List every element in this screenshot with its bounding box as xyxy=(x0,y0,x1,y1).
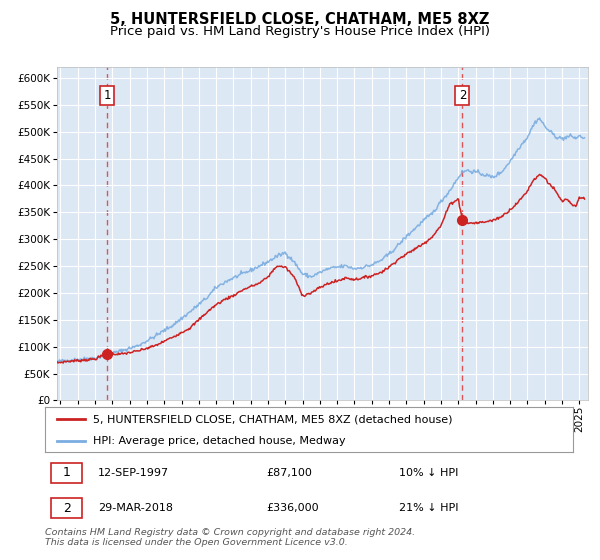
FancyBboxPatch shape xyxy=(52,463,82,483)
Text: 5, HUNTERSFIELD CLOSE, CHATHAM, ME5 8XZ: 5, HUNTERSFIELD CLOSE, CHATHAM, ME5 8XZ xyxy=(110,12,490,27)
Text: 10% ↓ HPI: 10% ↓ HPI xyxy=(399,468,458,478)
Text: 2: 2 xyxy=(63,502,71,515)
Text: 12-SEP-1997: 12-SEP-1997 xyxy=(98,468,169,478)
Text: £336,000: £336,000 xyxy=(267,503,319,514)
Text: 1: 1 xyxy=(63,466,71,479)
FancyBboxPatch shape xyxy=(52,498,82,519)
Text: 1: 1 xyxy=(104,89,111,102)
Text: Price paid vs. HM Land Registry's House Price Index (HPI): Price paid vs. HM Land Registry's House … xyxy=(110,25,490,38)
Text: HPI: Average price, detached house, Medway: HPI: Average price, detached house, Medw… xyxy=(92,436,345,446)
Text: 5, HUNTERSFIELD CLOSE, CHATHAM, ME5 8XZ (detached house): 5, HUNTERSFIELD CLOSE, CHATHAM, ME5 8XZ … xyxy=(92,414,452,424)
Text: £87,100: £87,100 xyxy=(267,468,313,478)
Text: 29-MAR-2018: 29-MAR-2018 xyxy=(98,503,173,514)
Text: 21% ↓ HPI: 21% ↓ HPI xyxy=(399,503,458,514)
Text: Contains HM Land Registry data © Crown copyright and database right 2024.
This d: Contains HM Land Registry data © Crown c… xyxy=(45,528,415,547)
Text: 2: 2 xyxy=(458,89,466,102)
